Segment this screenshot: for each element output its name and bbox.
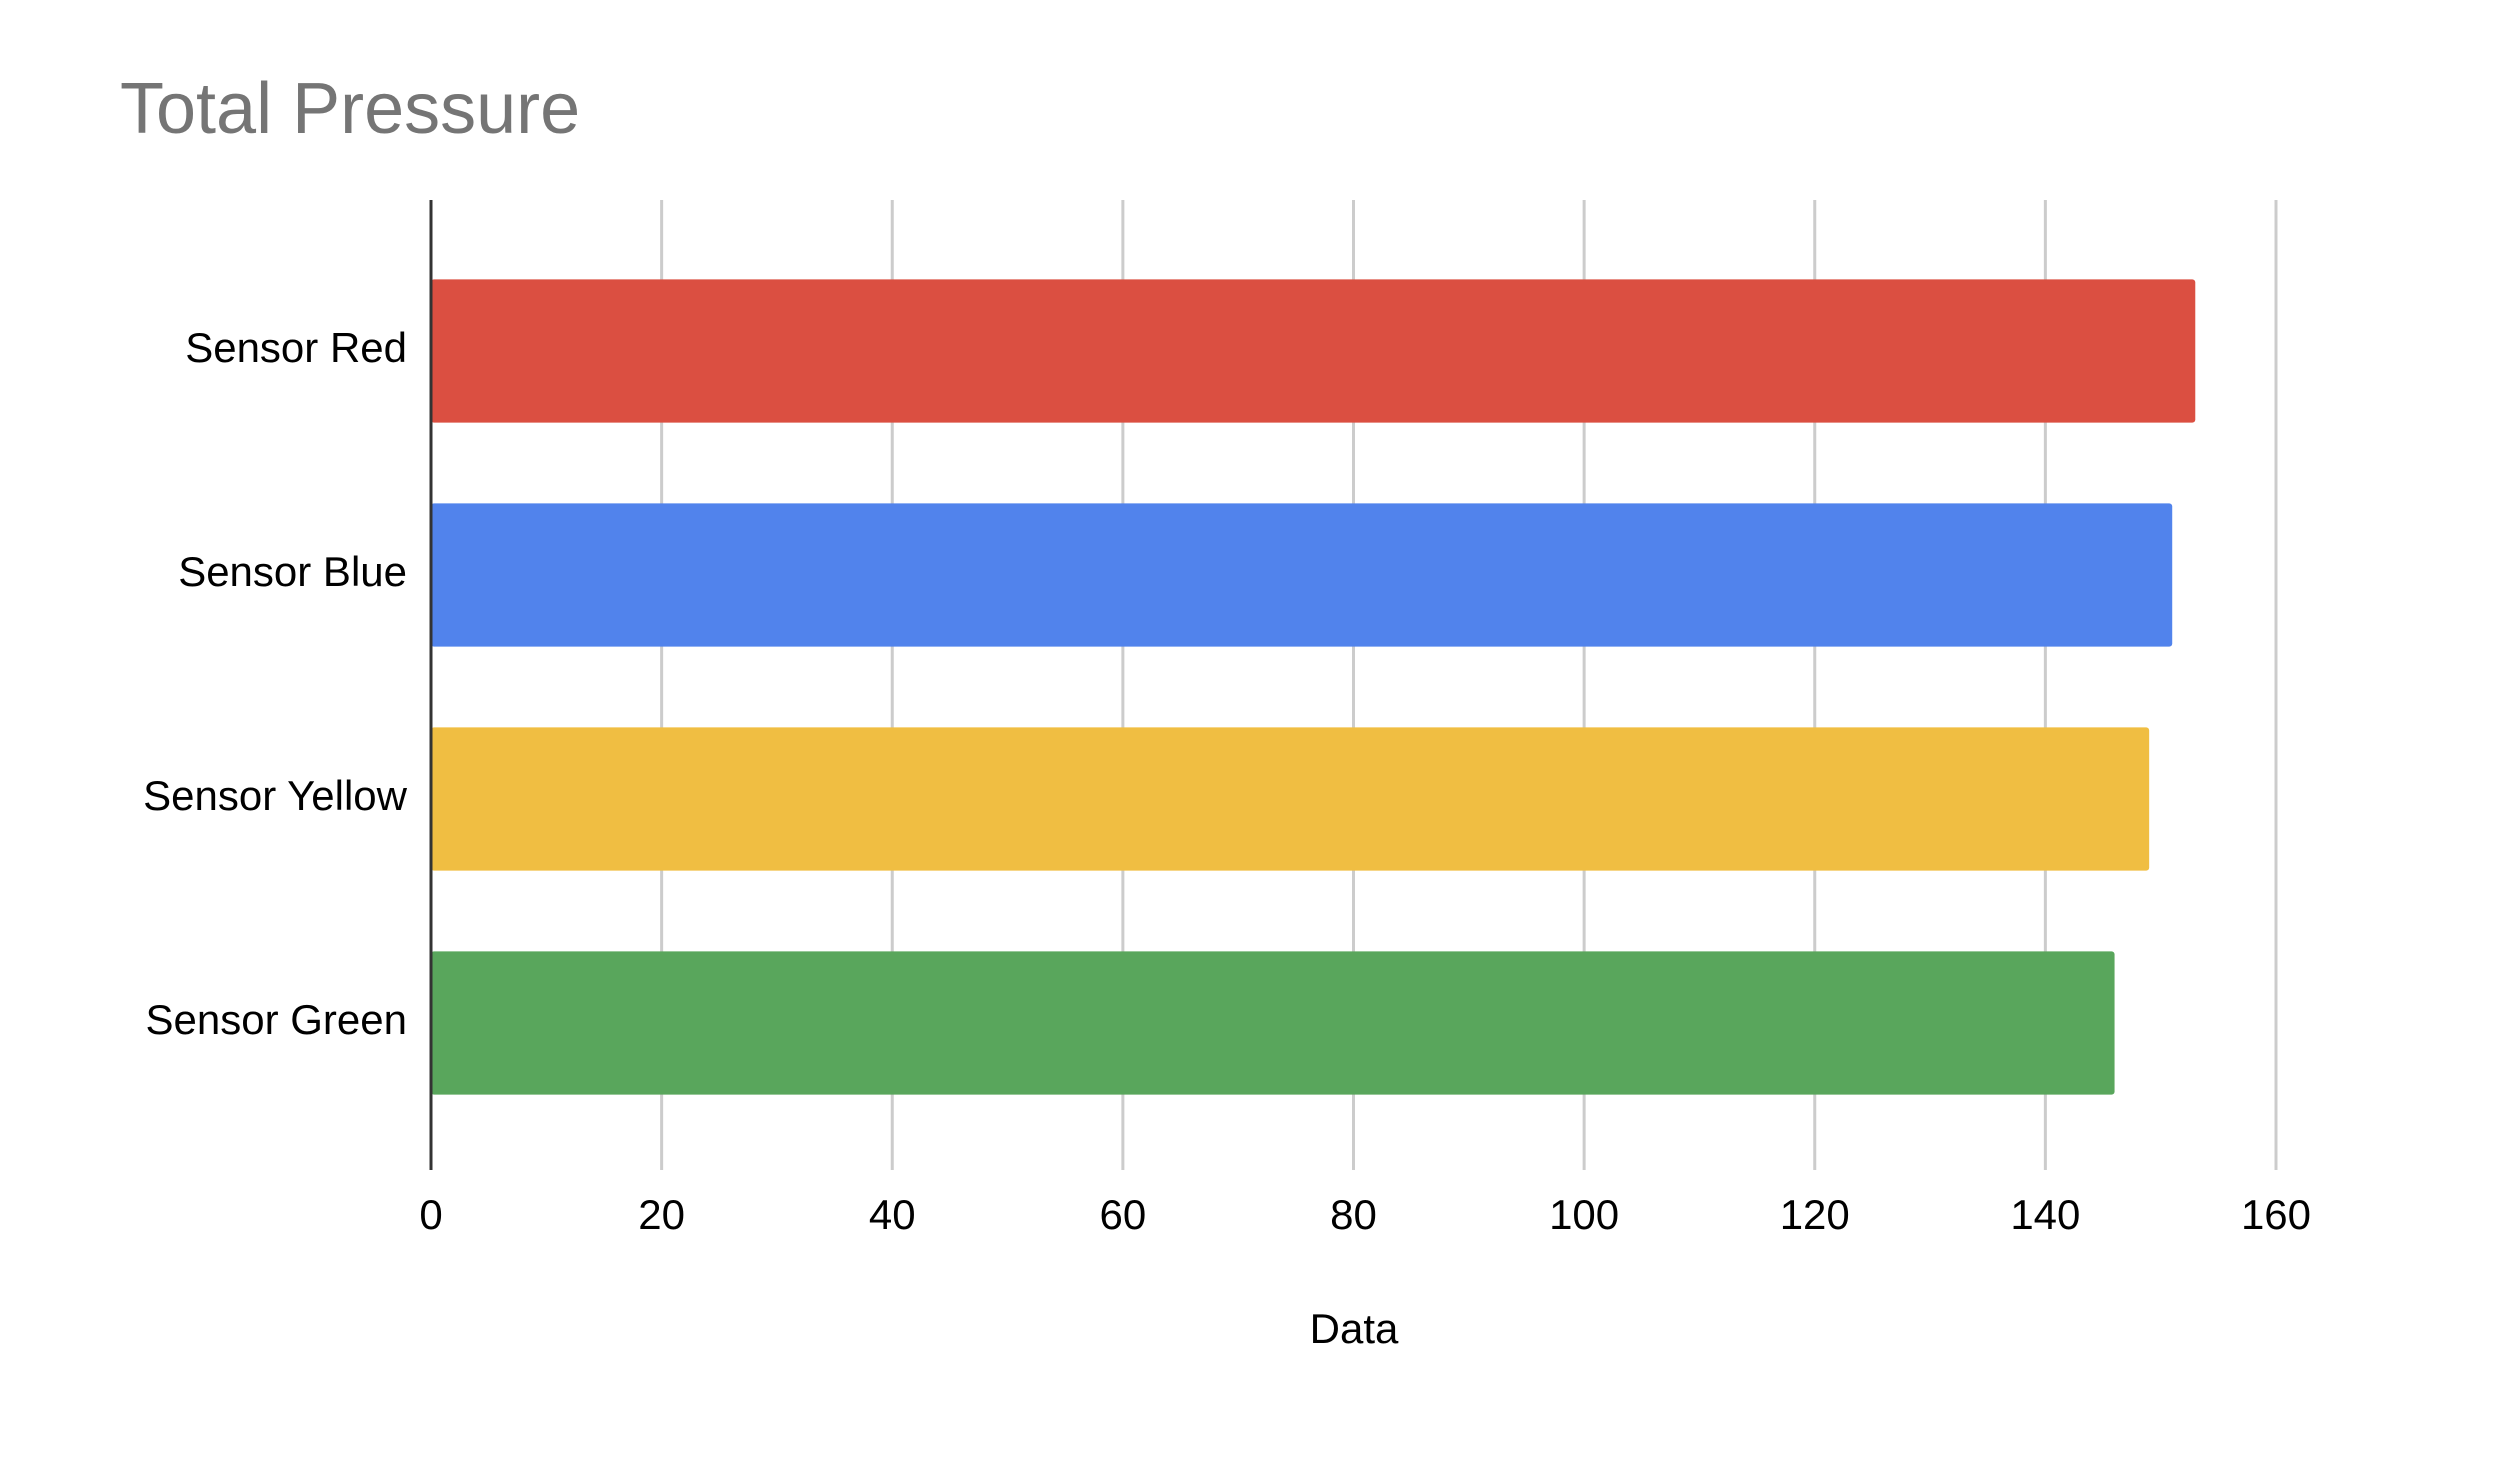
x-tick-label: 40: [869, 1191, 916, 1238]
bar: [431, 727, 2150, 871]
y-tick-label: Sensor Yellow: [143, 772, 408, 819]
x-tick-label: 0: [419, 1191, 442, 1238]
chart-title: Total Pressure: [120, 69, 580, 149]
x-tick-label: 20: [638, 1191, 685, 1238]
x-tick-label: 160: [2241, 1191, 2311, 1238]
bar: [431, 279, 2196, 423]
x-tick-label: 120: [1780, 1191, 1850, 1238]
y-tick-label: Sensor Green: [146, 996, 407, 1043]
x-tick-label: 140: [2010, 1191, 2080, 1238]
x-tick-label: 80: [1330, 1191, 1377, 1238]
y-tick-label: Sensor Blue: [178, 548, 407, 595]
bar: [431, 951, 2115, 1095]
x-axis-title: Data: [1310, 1305, 1399, 1352]
x-tick-label: 100: [1549, 1191, 1619, 1238]
y-tick-label: Sensor Red: [185, 324, 407, 371]
x-tick-label: 60: [1100, 1191, 1147, 1238]
bar: [431, 503, 2173, 647]
